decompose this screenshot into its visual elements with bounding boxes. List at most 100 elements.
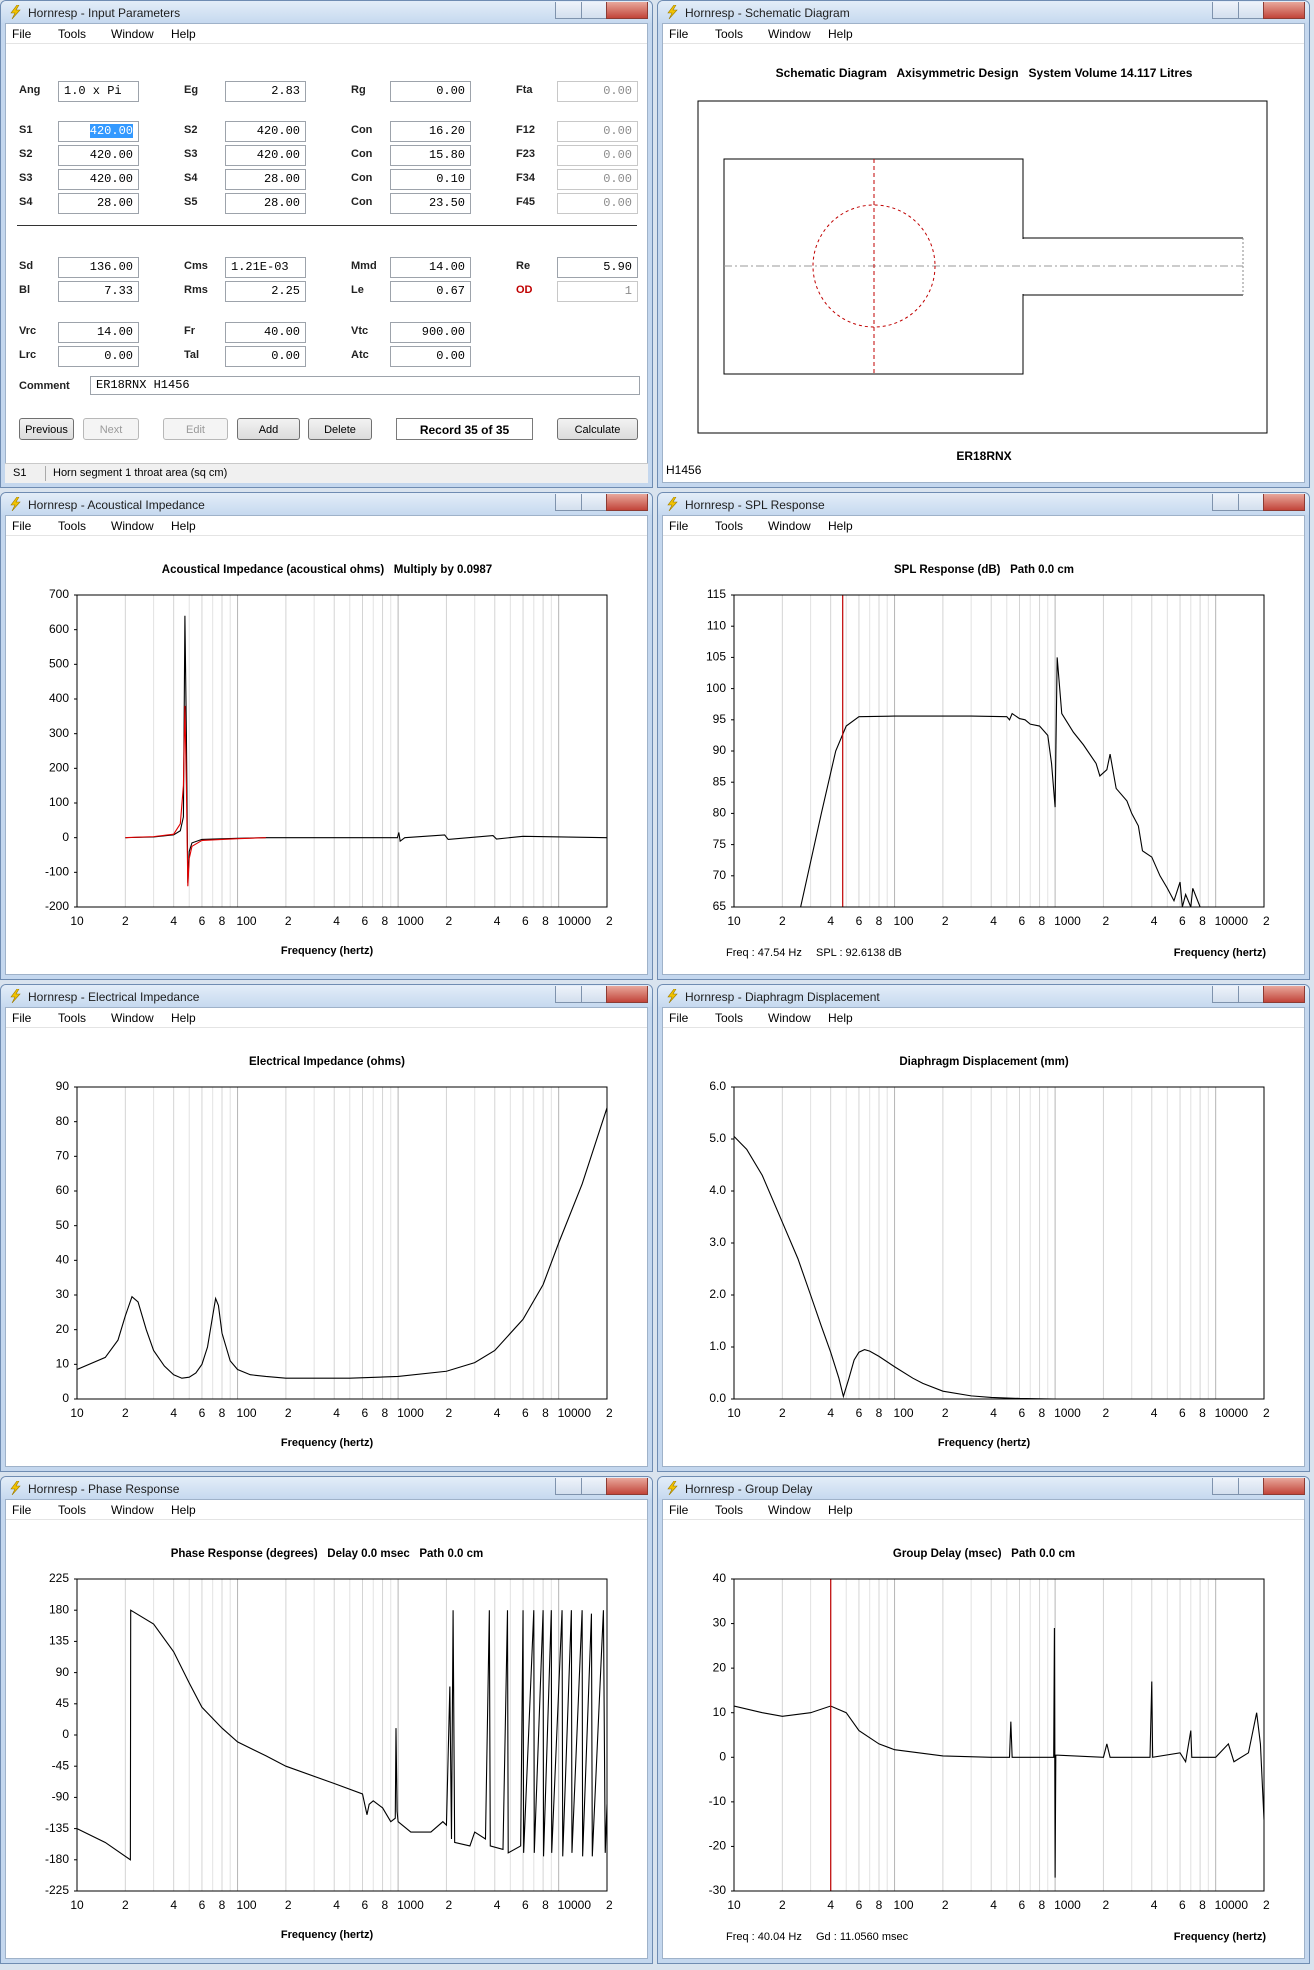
menu-item[interactable]: Tools (58, 1503, 87, 1517)
menu-item[interactable]: Window (768, 519, 811, 533)
field-value: 0.00 (603, 148, 632, 162)
menu-item[interactable]: Window (768, 27, 811, 41)
input-field[interactable]: 0.67 (390, 281, 471, 302)
comment-field[interactable]: ER18RNX H1456 (90, 376, 640, 395)
menu-item[interactable]: Help (171, 519, 196, 533)
menu-item[interactable]: File (669, 1011, 689, 1025)
menu-item[interactable]: Help (171, 1503, 196, 1517)
y-tick-label: -45 (52, 1758, 70, 1772)
close-button[interactable] (606, 986, 648, 1003)
menu-item[interactable]: Help (171, 1011, 196, 1025)
button[interactable]: Add (237, 418, 300, 440)
icon-bolt (10, 1481, 21, 1495)
input-field[interactable]: 15.80 (390, 145, 471, 166)
close-button[interactable] (1263, 2, 1305, 19)
window-title: Hornresp - Electrical Impedance (28, 990, 200, 1004)
y-tick-label: 90 (56, 1079, 70, 1093)
menu-item[interactable]: File (669, 27, 689, 41)
close-button[interactable] (606, 494, 648, 511)
menu-item[interactable]: File (12, 1011, 32, 1025)
menu-item[interactable]: Help (828, 1011, 853, 1025)
input-field[interactable]: 420.00 (225, 145, 306, 166)
x-tick-label: 8 (542, 1898, 549, 1912)
x-tick-label: 4 (990, 914, 997, 928)
input-field: 1 (557, 281, 638, 302)
menu-item[interactable]: File (12, 1503, 32, 1517)
input-field[interactable]: 420.00 (58, 169, 139, 190)
plot-frame (733, 594, 1265, 908)
input-field[interactable]: 14.00 (390, 257, 471, 278)
input-field[interactable]: 136.00 (58, 257, 139, 278)
menu-item[interactable]: Tools (715, 1503, 744, 1517)
close-button[interactable] (1263, 1478, 1305, 1495)
input-field[interactable]: 28.00 (225, 169, 306, 190)
menu-item[interactable]: Window (111, 1503, 154, 1517)
input-field[interactable]: 0.00 (390, 81, 471, 102)
input-field[interactable]: 2.25 (225, 281, 306, 302)
input-field[interactable]: 2.83 (225, 81, 306, 102)
input-field[interactable]: 1.0 x Pi (58, 81, 139, 102)
window: Hornresp - SPL Response File Tools Window He… (657, 492, 1310, 980)
input-field[interactable]: 420.00 (225, 121, 306, 142)
field-label: S2 (184, 124, 198, 136)
button[interactable]: Previous (19, 418, 74, 440)
menu-item[interactable]: Window (768, 1011, 811, 1025)
input-field[interactable]: 1.21E-03 (225, 257, 306, 278)
menu-item[interactable]: File (12, 27, 32, 41)
field-value: 1.0 x Pi (64, 84, 122, 98)
close-button[interactable] (606, 2, 648, 19)
y-tick-label: 20 (56, 1322, 70, 1336)
input-field[interactable]: 420.00 (58, 121, 139, 142)
input-field[interactable]: 28.00 (225, 193, 306, 214)
series-line (77, 1107, 607, 1379)
menu-item[interactable]: Tools (58, 27, 87, 41)
menu-item[interactable]: Window (111, 1011, 154, 1025)
menu-item[interactable]: Tools (715, 1011, 744, 1025)
close-button[interactable] (1263, 494, 1305, 511)
menu-item[interactable]: Tools (58, 519, 87, 533)
input-field[interactable]: 23.50 (390, 193, 471, 214)
y-tick-label: -30 (709, 1883, 727, 1897)
x-tick-label: 4 (990, 1898, 997, 1912)
menu-item[interactable]: Window (768, 1503, 811, 1517)
menu-item[interactable]: File (669, 519, 689, 533)
menu-item[interactable]: Help (828, 27, 853, 41)
input-field[interactable]: 5.90 (557, 257, 638, 278)
input-field[interactable]: 40.00 (225, 322, 306, 343)
close-button[interactable] (1263, 986, 1305, 1003)
input-field[interactable]: 0.00 (58, 346, 139, 367)
x-tick-label: 6 (199, 1898, 206, 1912)
input-field[interactable]: 14.00 (58, 322, 139, 343)
input-field[interactable]: 900.00 (390, 322, 471, 343)
x-tick-label: 10000 (558, 1406, 592, 1420)
input-field[interactable]: 0.10 (390, 169, 471, 190)
button[interactable]: Delete (308, 418, 372, 440)
maximize-button[interactable] (581, 2, 607, 19)
plot-area (734, 1579, 1264, 1891)
input-field[interactable]: 0.00 (225, 346, 306, 367)
cursor-frequency: Freq : 40.04 Hz (726, 1931, 802, 1943)
menu-item[interactable]: Tools (715, 519, 744, 533)
y-tick-label: 500 (49, 657, 69, 671)
menu-item[interactable]: Tools (58, 1011, 87, 1025)
menu-item[interactable]: File (669, 1503, 689, 1517)
menu-item[interactable]: Tools (715, 27, 744, 41)
menu-item[interactable]: File (12, 519, 32, 533)
menu-item[interactable]: Help (828, 519, 853, 533)
menu-item[interactable]: Window (111, 27, 154, 41)
input-field[interactable]: 420.00 (58, 145, 139, 166)
close-button[interactable] (606, 1478, 648, 1495)
input-field[interactable]: 28.00 (58, 193, 139, 214)
menu-item[interactable]: Help (828, 1503, 853, 1517)
input-field[interactable]: 7.33 (58, 281, 139, 302)
menu-item[interactable]: Window (111, 519, 154, 533)
x-tick-label: 100 (237, 914, 257, 928)
field-label: Eg (184, 84, 199, 96)
menu-item[interactable]: Help (171, 27, 196, 41)
minimize-button[interactable] (555, 2, 582, 19)
input-field[interactable]: 16.20 (390, 121, 471, 142)
button[interactable]: Calculate (557, 418, 638, 440)
input-field[interactable]: 0.00 (390, 346, 471, 367)
x-tick-label: 8 (219, 1898, 226, 1912)
